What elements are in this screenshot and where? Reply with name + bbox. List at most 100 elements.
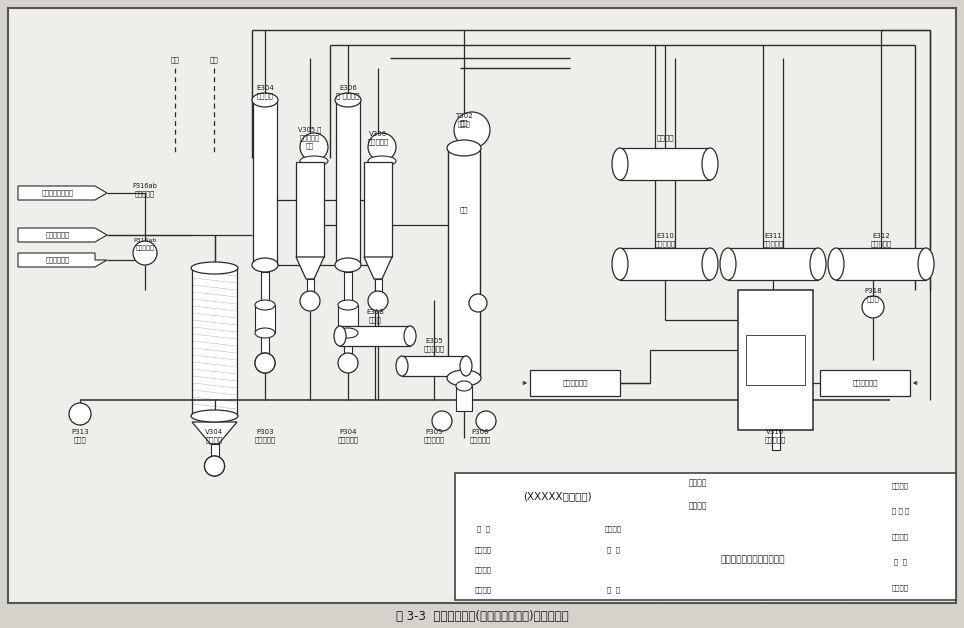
Text: 蒸汽: 蒸汽 <box>460 207 469 214</box>
Ellipse shape <box>334 326 346 346</box>
Text: 浸出器混合油: 浸出器混合油 <box>46 232 70 238</box>
Bar <box>336 100 360 265</box>
Text: 工艺审核: 工艺审核 <box>475 546 492 553</box>
Text: E311
气提冷凝器: E311 气提冷凝器 <box>763 233 784 247</box>
Bar <box>620 248 710 280</box>
Text: 工 程 号: 工 程 号 <box>892 508 909 514</box>
Ellipse shape <box>335 258 361 272</box>
Circle shape <box>862 296 884 318</box>
Ellipse shape <box>396 356 408 376</box>
Ellipse shape <box>338 300 358 310</box>
Bar <box>820 370 910 396</box>
Bar <box>261 272 269 302</box>
Bar <box>340 326 410 346</box>
Text: P313
油渣泵: P313 油渣泵 <box>71 429 89 443</box>
Polygon shape <box>192 422 237 444</box>
Ellipse shape <box>255 300 275 310</box>
Bar <box>771 430 780 450</box>
Ellipse shape <box>612 248 628 280</box>
Ellipse shape <box>404 326 416 346</box>
Ellipse shape <box>447 140 481 156</box>
Ellipse shape <box>454 112 490 148</box>
Ellipse shape <box>255 328 275 338</box>
Text: P318
节能泵: P318 节能泵 <box>864 288 882 302</box>
Bar <box>261 333 269 353</box>
Text: 设计日期: 设计日期 <box>892 584 909 590</box>
Text: 自蒸脱机二次蒸汽: 自蒸脱机二次蒸汽 <box>42 190 74 197</box>
Bar <box>746 335 805 385</box>
Ellipse shape <box>702 248 718 280</box>
Bar <box>364 162 392 257</box>
Text: (XXXXX设计公司): (XXXXX设计公司) <box>523 491 592 501</box>
Bar <box>455 473 956 600</box>
Ellipse shape <box>252 258 278 272</box>
Ellipse shape <box>300 156 328 166</box>
Text: P306
汽提抽出泵: P306 汽提抽出泵 <box>469 429 491 443</box>
Bar <box>620 148 710 180</box>
Ellipse shape <box>300 133 328 161</box>
Ellipse shape <box>456 381 472 391</box>
Text: 校  对: 校 对 <box>607 546 620 553</box>
Circle shape <box>432 411 452 431</box>
Bar <box>307 279 314 291</box>
Circle shape <box>204 456 225 476</box>
Circle shape <box>255 353 275 373</box>
Text: 蒸汽: 蒸汽 <box>171 57 179 63</box>
Circle shape <box>338 353 358 373</box>
Bar <box>530 370 620 396</box>
Text: P305
汽提供油泵: P305 汽提供油泵 <box>423 429 444 443</box>
Text: E306
第 二蒸发器: E306 第 二蒸发器 <box>336 85 360 99</box>
Text: 毛毛油暂存罐: 毛毛油暂存罐 <box>562 380 588 386</box>
Circle shape <box>133 241 157 265</box>
Bar <box>344 272 352 302</box>
Circle shape <box>69 403 91 425</box>
Text: 工程名称: 工程名称 <box>689 479 708 487</box>
Text: 合同编号: 合同编号 <box>892 482 909 489</box>
Text: 图  号: 图 号 <box>894 558 907 565</box>
Text: P303
一蒸供油泵: P303 一蒸供油泵 <box>254 429 276 443</box>
Text: 去平衡罐: 去平衡罐 <box>656 134 674 141</box>
Bar <box>296 162 324 257</box>
Text: T302
汽提塔: T302 汽提塔 <box>455 113 472 127</box>
Text: 设计阶段: 设计阶段 <box>892 533 909 540</box>
Ellipse shape <box>720 248 736 280</box>
Circle shape <box>204 456 225 476</box>
Text: E318
节能器: E318 节能器 <box>366 309 384 323</box>
Polygon shape <box>18 228 107 242</box>
Bar <box>192 268 237 416</box>
Text: 余溶剂周转罐: 余溶剂周转罐 <box>852 380 878 386</box>
Text: E310
蒸脱冷凝器: E310 蒸脱冷凝器 <box>655 233 676 247</box>
Bar <box>738 290 813 430</box>
Text: V305 第
一蒸闪发箱
蒸汽: V305 第 一蒸闪发箱 蒸汽 <box>299 127 322 149</box>
Circle shape <box>255 353 275 373</box>
Polygon shape <box>18 253 107 267</box>
Bar <box>10 15 950 470</box>
Text: 混合油处理工序物料流程图: 混合油处理工序物料流程图 <box>720 555 785 564</box>
Ellipse shape <box>447 370 481 386</box>
Bar <box>402 356 466 376</box>
Bar <box>338 305 358 333</box>
Text: 审  定: 审 定 <box>477 526 490 533</box>
Ellipse shape <box>368 133 396 161</box>
Text: 设计制图: 设计制图 <box>605 526 622 533</box>
Circle shape <box>300 291 320 311</box>
Polygon shape <box>296 257 324 279</box>
Bar <box>375 279 382 291</box>
Text: 蒸汽: 蒸汽 <box>209 57 219 63</box>
Text: 批  准: 批 准 <box>607 587 620 593</box>
Ellipse shape <box>702 148 718 180</box>
Text: V310
综合分水箱: V310 综合分水箱 <box>764 429 786 443</box>
Bar <box>255 305 275 333</box>
Text: 蒸汽: 蒸汽 <box>460 120 469 126</box>
Bar <box>728 248 818 280</box>
Text: E305
油油换热器: E305 油油换热器 <box>423 338 444 352</box>
Polygon shape <box>364 257 392 279</box>
Text: P304
二蒸供油泵: P304 二蒸供油泵 <box>337 429 359 443</box>
Text: 图 3-3  油脂浸出车间(混合油处理工序)物料流程图: 图 3-3 油脂浸出车间(混合油处理工序)物料流程图 <box>395 610 569 624</box>
Ellipse shape <box>335 93 361 107</box>
Bar <box>344 333 352 353</box>
Ellipse shape <box>810 248 826 280</box>
Text: 子项名称: 子项名称 <box>689 502 708 511</box>
Ellipse shape <box>828 248 844 280</box>
Bar <box>456 386 472 411</box>
